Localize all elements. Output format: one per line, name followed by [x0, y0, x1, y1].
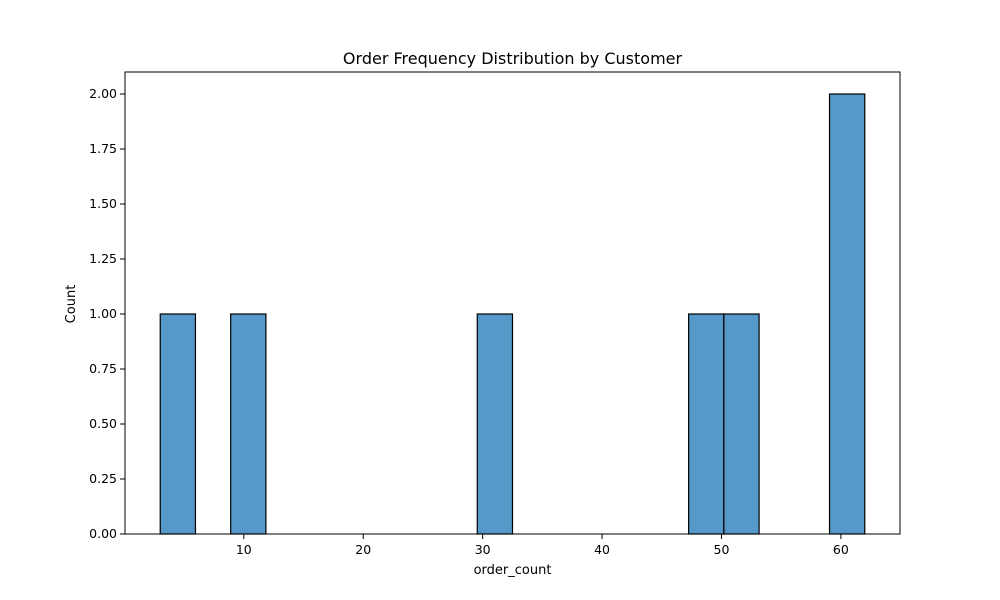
y-tick-label: 1.75	[89, 141, 117, 156]
y-axis-label: Count	[64, 285, 79, 324]
histogram-bar	[828, 93, 866, 535]
y-tick-label: 1.25	[89, 251, 117, 266]
plot-frame	[124, 71, 901, 535]
y-axis-ticks: 0.00 0.25 0.50 0.75 1.00 1.25 1.50 1.75 2.00	[89, 86, 125, 541]
y-tick-label: 0.75	[89, 361, 117, 376]
y-tick-label: 0.50	[89, 416, 117, 431]
y-tick-label: 0.00	[89, 526, 117, 541]
histogram-bar	[159, 313, 197, 535]
y-tick-label: 1.50	[89, 196, 117, 211]
x-tick-label: 40	[594, 542, 610, 557]
histogram-bar	[230, 313, 267, 535]
x-tick-label: 30	[475, 542, 491, 557]
y-tick-label: 1.00	[89, 306, 117, 321]
plot-area: 10 20 30 40 50 60 0.00 0.25 0.50 0.75 1.00 1.25 1.5…	[89, 71, 901, 557]
histogram-bar	[723, 313, 760, 535]
y-tick-label: 0.25	[89, 471, 117, 486]
histogram-bar	[688, 313, 725, 535]
x-tick-label: 10	[236, 542, 252, 557]
chart-title: Order Frequency Distribution by Customer	[343, 49, 683, 68]
x-axis-ticks: 10 20 30 40 50 60	[236, 534, 849, 557]
x-tick-label: 60	[833, 542, 849, 557]
y-tick-label: 2.00	[89, 86, 117, 101]
histogram-bar	[476, 313, 514, 535]
x-tick-label: 50	[714, 542, 730, 557]
x-axis-label: order_count	[474, 563, 552, 578]
histogram-bars	[159, 93, 866, 535]
x-tick-label: 20	[355, 542, 371, 557]
